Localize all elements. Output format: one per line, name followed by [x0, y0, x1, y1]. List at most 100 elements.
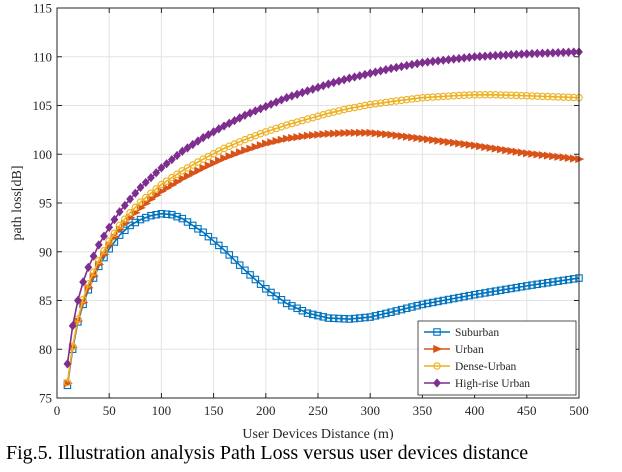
series-marker-suburban: [570, 275, 578, 283]
series-marker-urban: [434, 136, 444, 145]
series-marker-suburban: [465, 291, 474, 300]
series-marker-suburban: [538, 279, 547, 288]
series-marker-high-rise-urban: [162, 159, 171, 169]
series-marker-urban: [376, 129, 386, 138]
series-marker-dense-urban: [470, 91, 479, 99]
series-marker-dense-urban: [434, 92, 442, 101]
series-marker-suburban: [215, 241, 223, 250]
series-marker-high-rise-urban: [183, 143, 192, 153]
series-marker-suburban: [157, 209, 166, 218]
series-marker-urban: [345, 128, 355, 137]
legend-marker-suburban: [433, 328, 441, 336]
series-marker-high-rise-urban: [194, 136, 202, 146]
series-marker-urban: [136, 203, 146, 212]
series-marker-dense-urban: [141, 193, 150, 202]
legend-marker-high-rise-urban: [433, 378, 441, 388]
series-marker-suburban: [439, 296, 448, 305]
series-marker-high-rise-urban: [235, 113, 244, 123]
series-marker-urban: [429, 135, 439, 145]
series-marker-high-rise-urban: [548, 48, 557, 58]
series-marker-urban: [277, 135, 287, 144]
series-marker-urban: [559, 153, 569, 162]
series-marker-dense-urban: [356, 102, 364, 111]
series-marker-dense-urban: [496, 91, 505, 99]
series-marker-suburban: [512, 283, 521, 292]
series-marker-urban: [350, 128, 360, 137]
legend: Suburban Urban Dense-Urban High-rise Urban: [417, 320, 577, 396]
series-marker-high-rise-urban: [68, 321, 77, 331]
legend-marker-dense-urban: [433, 362, 441, 370]
series-marker-dense-urban: [126, 209, 134, 217]
series-marker-suburban: [356, 314, 364, 322]
series-marker-dense-urban: [262, 128, 270, 136]
series-marker-dense-urban: [303, 115, 312, 123]
series-marker-suburban: [199, 228, 207, 237]
series-marker-dense-urban: [256, 130, 265, 138]
series-marker-suburban: [225, 251, 234, 259]
series-marker-dense-urban: [329, 108, 338, 116]
series-marker-urban: [371, 129, 381, 138]
series-marker-dense-urban: [382, 98, 390, 107]
series-marker-urban: [262, 139, 272, 148]
series-marker-high-rise-urban: [564, 47, 573, 57]
series-marker-urban: [491, 144, 501, 153]
series-marker-dense-urban: [246, 133, 254, 142]
series-marker-dense-urban: [402, 95, 411, 104]
series-marker-suburban: [329, 314, 338, 323]
series-marker-urban: [298, 132, 308, 141]
series-marker-high-rise-urban: [178, 146, 187, 156]
series-marker-high-rise-urban: [73, 295, 82, 306]
series-marker-suburban: [246, 271, 254, 279]
series-marker-dense-urban: [298, 116, 307, 125]
series-marker-urban: [460, 140, 470, 149]
series-marker-suburban: [162, 210, 171, 218]
y-tick-label: 85: [39, 293, 52, 308]
series-marker-urban: [402, 132, 413, 141]
series-marker-suburban: [392, 307, 401, 315]
series-marker-suburban: [152, 210, 160, 219]
series-marker-dense-urban: [168, 173, 176, 182]
series-marker-high-rise-urban: [220, 121, 228, 131]
series-marker-dense-urban: [523, 92, 531, 100]
series-layer: [63, 47, 585, 390]
series-marker-high-rise-urban: [569, 47, 578, 57]
series-marker-dense-urban: [449, 92, 458, 100]
legend-marker-urban: [433, 344, 443, 354]
series-marker-urban: [251, 142, 261, 151]
series-marker-urban: [439, 137, 449, 146]
series-marker-urban: [465, 140, 475, 149]
series-marker-suburban: [288, 302, 296, 310]
series-marker-suburban: [303, 309, 312, 317]
series-marker-suburban: [293, 304, 301, 313]
series-marker-suburban: [502, 285, 510, 294]
series-marker-dense-urban: [63, 378, 72, 387]
y-tick-label: 105: [33, 98, 53, 113]
series-marker-suburban: [168, 210, 176, 219]
series-marker-high-rise-urban: [79, 277, 88, 287]
series-marker-urban: [470, 141, 480, 150]
series-marker-urban: [173, 177, 183, 186]
series-marker-dense-urban: [512, 91, 521, 100]
series-marker-urban: [496, 145, 507, 154]
x-tick-label: 0: [54, 403, 61, 418]
series-marker-suburban: [543, 279, 552, 287]
series-marker-high-rise-urban: [131, 188, 140, 198]
y-tick-label: 75: [39, 391, 52, 406]
series-marker-urban: [418, 134, 428, 143]
series-marker-high-rise-urban: [225, 118, 234, 128]
series-marker-suburban: [235, 261, 244, 269]
series-marker-suburban: [559, 276, 568, 285]
x-tick-label: 50: [103, 403, 116, 418]
series-marker-dense-urban: [423, 93, 432, 102]
series-marker-urban: [455, 139, 465, 148]
series-marker-suburban: [366, 313, 374, 321]
series-marker-dense-urban: [528, 92, 536, 100]
series-marker-dense-urban: [345, 104, 354, 113]
series-marker-urban: [523, 149, 533, 158]
series-marker-suburban: [361, 313, 369, 322]
series-marker-suburban: [517, 283, 526, 291]
series-marker-urban: [423, 135, 433, 144]
series-marker-urban: [319, 130, 329, 139]
series-marker-dense-urban: [105, 237, 113, 245]
